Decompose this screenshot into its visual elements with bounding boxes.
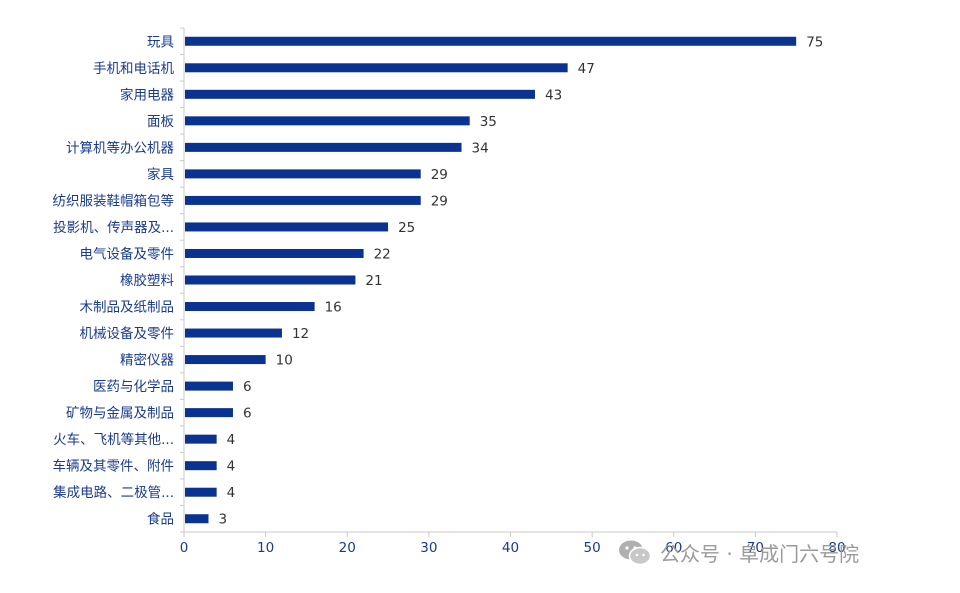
- value-label: 25: [398, 220, 415, 236]
- bar: [185, 248, 364, 258]
- value-label: 6: [243, 379, 252, 395]
- category-label: 电气设备及零件: [80, 245, 175, 262]
- bar: [185, 63, 568, 73]
- watermark: 公众号 · 阜成门六号院: [618, 538, 859, 567]
- category-label: 面板: [147, 114, 174, 130]
- bar: [185, 434, 217, 444]
- x-tick-label: 80: [828, 540, 845, 556]
- bar: [185, 116, 470, 126]
- value-label: 22: [374, 246, 391, 262]
- bar: [185, 302, 315, 312]
- category-label: 医药与化学品: [93, 379, 174, 395]
- value-label: 4: [227, 485, 236, 501]
- bar: [185, 408, 233, 418]
- x-tick-label: 50: [584, 540, 601, 556]
- bar: [185, 275, 356, 285]
- category-label: 火车、飞机等其他...: [53, 431, 174, 448]
- bar: [185, 222, 389, 232]
- value-label: 6: [243, 406, 252, 422]
- bar: [185, 355, 266, 365]
- value-label: 4: [227, 432, 236, 448]
- bar: [185, 514, 209, 524]
- x-tick-label: 40: [502, 540, 519, 556]
- category-label: 手机和电话机: [93, 61, 174, 77]
- x-tick-label: 20: [339, 540, 356, 556]
- value-label: 34: [472, 140, 489, 156]
- category-label: 投影机、传声器及...: [53, 220, 174, 236]
- value-label: 3: [218, 512, 227, 528]
- value-label: 4: [227, 459, 236, 475]
- category-label: 玩具: [147, 34, 174, 50]
- value-label: 29: [431, 167, 448, 183]
- category-label: 橡胶塑料: [120, 272, 174, 289]
- value-label: 10: [276, 353, 293, 369]
- value-label: 29: [431, 193, 448, 209]
- bar: [185, 381, 233, 391]
- category-label: 食品: [147, 511, 174, 528]
- category-label: 集成电路、二极管...: [53, 485, 174, 501]
- value-label: 21: [365, 273, 382, 289]
- bar: [185, 195, 421, 205]
- chart-axes: [180, 27, 838, 537]
- category-label: 矿物与金属及制品: [66, 406, 174, 422]
- bar: [185, 487, 217, 497]
- watermark-text: 公众号 · 阜成门六号院: [660, 542, 860, 566]
- bar: [185, 142, 462, 152]
- x-tick-label: 10: [257, 540, 274, 556]
- value-label: 16: [325, 300, 342, 316]
- value-label: 35: [480, 114, 497, 130]
- category-label: 木制品及纸制品: [80, 300, 175, 316]
- category-label: 机械设备及零件: [80, 325, 175, 342]
- bar: [185, 36, 797, 46]
- x-tick-label: 30: [420, 540, 437, 556]
- category-label: 家具: [147, 166, 174, 183]
- bar: [185, 461, 217, 471]
- bar: [185, 89, 535, 99]
- category-label: 车辆及其零件、附件: [53, 458, 175, 475]
- x-tick-label: 0: [180, 540, 189, 556]
- value-label: 47: [578, 61, 595, 77]
- bar: [185, 169, 421, 179]
- x-tick-label: 70: [747, 540, 764, 556]
- value-label: 75: [806, 34, 823, 50]
- value-label: 12: [292, 326, 309, 342]
- category-label: 纺织服装鞋帽箱包等: [53, 192, 175, 209]
- value-label: 43: [545, 87, 562, 103]
- category-label: 家用电器: [120, 86, 174, 103]
- wechat-icon: [619, 540, 652, 565]
- bar: [185, 328, 282, 338]
- category-label: 精密仪器: [120, 352, 174, 369]
- x-tick-label: 60: [665, 540, 682, 556]
- category-label: 计算机等办公机器: [66, 139, 174, 156]
- chart-bars: [185, 36, 797, 524]
